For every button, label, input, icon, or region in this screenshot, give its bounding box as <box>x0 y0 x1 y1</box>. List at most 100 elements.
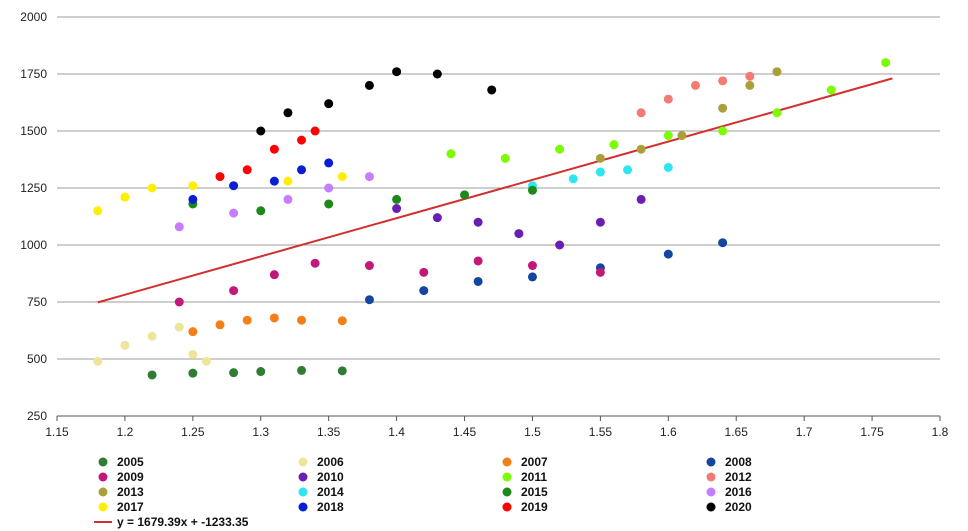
point-2009 <box>595 267 605 277</box>
legend-label-2008: 2008 <box>725 455 752 469</box>
point-2010 <box>392 204 402 214</box>
point-2016 <box>283 194 293 204</box>
point-2005 <box>337 366 347 376</box>
legend-label-2020: 2020 <box>725 500 752 514</box>
point-2013 <box>677 131 687 141</box>
point-2011 <box>881 58 891 68</box>
point-2012 <box>690 80 700 90</box>
point-2012 <box>718 76 728 86</box>
x-tick-label: 1.4 <box>388 425 405 439</box>
legend-label-2019: 2019 <box>521 500 548 514</box>
point-2011 <box>718 126 728 136</box>
legend-label-2010: 2010 <box>317 470 344 484</box>
point-2013 <box>636 144 646 154</box>
point-2009 <box>310 258 320 268</box>
legend-marker-2008 <box>706 457 716 467</box>
point-2010 <box>595 217 605 227</box>
trendline-layer <box>97 77 893 304</box>
point-2014 <box>568 174 578 184</box>
point-2020 <box>283 108 293 118</box>
point-2006 <box>174 322 184 332</box>
legend-label-2017: 2017 <box>117 500 144 514</box>
point-2015 <box>324 199 334 209</box>
legend-marker-2014 <box>298 487 308 497</box>
point-2017 <box>147 183 157 193</box>
point-2006 <box>201 356 211 366</box>
legend-marker-2013 <box>98 487 108 497</box>
x-tick-label: 1.8 <box>932 425 949 439</box>
y-tick-label: 1500 <box>20 124 47 138</box>
point-2007 <box>188 327 198 337</box>
point-2019 <box>297 135 307 145</box>
y-tick-label: 2000 <box>20 10 47 24</box>
point-2013 <box>772 67 782 77</box>
point-2011 <box>555 144 565 154</box>
point-2020 <box>324 99 334 109</box>
legend-label-trendline: y = 1679.39x + -1233.35 <box>117 515 249 529</box>
point-2020 <box>256 126 266 136</box>
point-2018 <box>324 158 334 168</box>
legend-label-2015: 2015 <box>521 485 548 499</box>
y-tick-label: 1000 <box>20 238 47 252</box>
point-2005 <box>256 367 266 377</box>
point-2020 <box>432 69 442 79</box>
legend-marker-2006 <box>298 457 308 467</box>
point-2016 <box>324 183 334 193</box>
x-tick-label: 1.6 <box>660 425 677 439</box>
point-2017 <box>120 192 130 202</box>
point-2009 <box>174 297 184 307</box>
x-tick-label: 1.75 <box>860 425 884 439</box>
x-tick-label: 1.3 <box>252 425 269 439</box>
point-2009 <box>527 261 537 271</box>
point-2006 <box>120 340 130 350</box>
legend-marker-2018 <box>298 502 308 512</box>
point-2007 <box>297 315 307 325</box>
point-2016 <box>174 222 184 232</box>
point-2010 <box>473 217 483 227</box>
point-2008 <box>527 272 537 282</box>
point-2012 <box>745 71 755 81</box>
legend-marker-2007 <box>502 457 512 467</box>
point-2015 <box>392 194 402 204</box>
point-2017 <box>283 176 293 186</box>
point-2018 <box>269 176 279 186</box>
point-2008 <box>364 295 374 305</box>
x-tick-label: 1.65 <box>725 425 749 439</box>
x-tick-label: 1.2 <box>117 425 134 439</box>
legend-label-2013: 2013 <box>117 485 144 499</box>
point-2011 <box>663 131 673 141</box>
point-2013 <box>595 153 605 163</box>
point-2009 <box>419 267 429 277</box>
point-2007 <box>215 320 225 330</box>
point-2019 <box>310 126 320 136</box>
point-2006 <box>188 349 198 359</box>
point-2008 <box>718 238 728 248</box>
legend-marker-2017 <box>98 502 108 512</box>
x-tick-label: 1.45 <box>453 425 477 439</box>
point-2007 <box>269 313 279 323</box>
point-2007 <box>337 316 347 326</box>
point-2006 <box>147 331 157 341</box>
y-tick-label: 750 <box>27 295 47 309</box>
legend-label-2016: 2016 <box>725 485 752 499</box>
point-2012 <box>663 94 673 104</box>
point-2019 <box>242 165 252 175</box>
point-2015 <box>527 185 537 195</box>
point-2013 <box>745 80 755 90</box>
point-2018 <box>229 181 239 191</box>
point-2005 <box>229 368 239 378</box>
data-points <box>93 58 891 380</box>
point-2011 <box>609 140 619 150</box>
y-tick-label: 250 <box>27 409 47 423</box>
point-2011 <box>500 153 510 163</box>
x-tick-label: 1.25 <box>181 425 205 439</box>
trendline <box>97 77 893 304</box>
point-2020 <box>487 85 497 95</box>
x-tick-label: 1.15 <box>45 425 69 439</box>
point-2009 <box>229 286 239 296</box>
point-2016 <box>364 172 374 182</box>
point-2019 <box>269 144 279 154</box>
y-tick-label: 1750 <box>20 67 47 81</box>
point-2008 <box>473 276 483 286</box>
